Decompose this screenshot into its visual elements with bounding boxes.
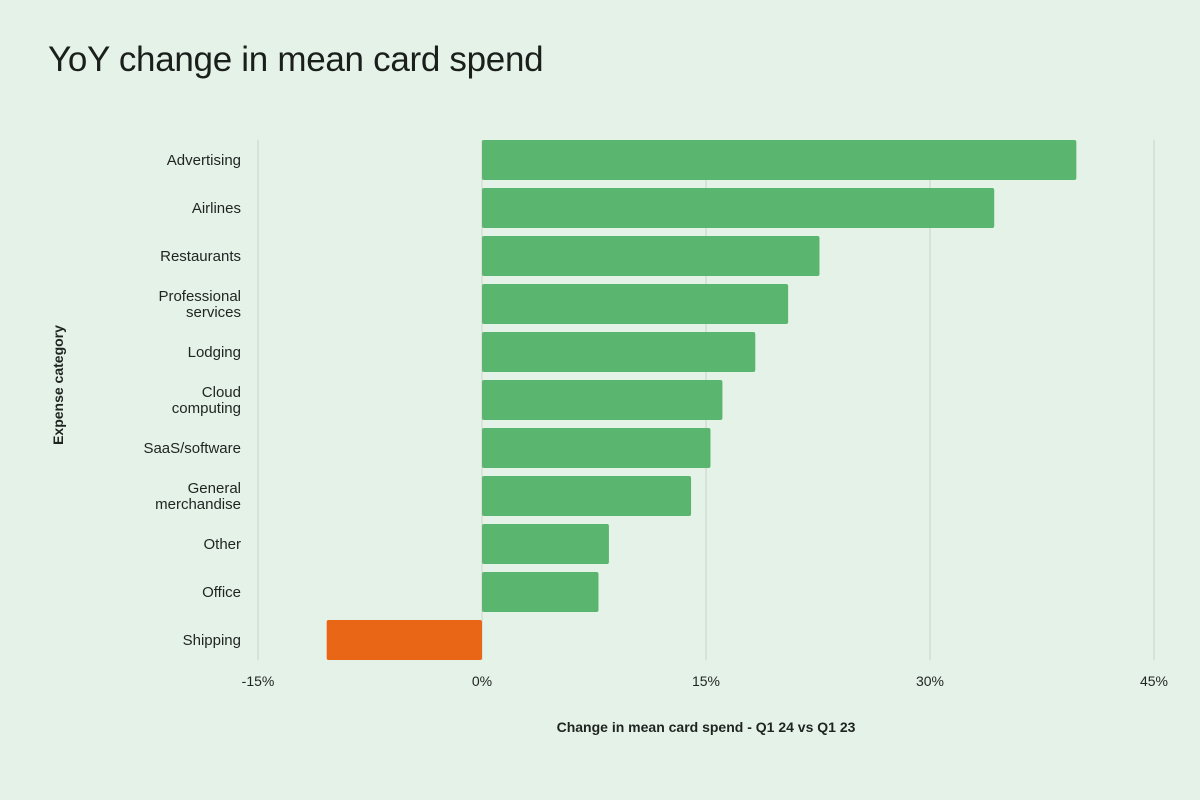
x-axis-title: Change in mean card spend - Q1 24 vs Q1 … xyxy=(557,719,856,735)
category-label: Shipping xyxy=(183,632,241,649)
category-label: SaaS/software xyxy=(143,440,241,457)
x-tick-labels: -15% 0% 15% 30% 45% xyxy=(242,673,1168,689)
category-label: Lodging xyxy=(188,344,241,361)
category-label: Restaurants xyxy=(160,248,241,265)
x-tick-label: 30% xyxy=(916,673,944,689)
category-label: General merchandise xyxy=(155,480,241,513)
category-label: Other xyxy=(203,536,241,553)
bar xyxy=(482,332,756,372)
bar xyxy=(482,284,789,324)
bar xyxy=(482,572,599,612)
category-label: Professional services xyxy=(158,288,241,321)
bar xyxy=(482,428,711,468)
category-labels: Advertising Airlines Restaurants Profession… xyxy=(143,152,241,649)
x-tick-label: 45% xyxy=(1140,673,1168,689)
chart-title: YoY change in mean card spend xyxy=(48,40,544,79)
bar xyxy=(482,236,820,276)
bar xyxy=(482,380,723,420)
bars xyxy=(326,140,1077,660)
x-tick-label: 0% xyxy=(472,673,492,689)
category-label: Airlines xyxy=(192,200,241,217)
bar xyxy=(482,476,692,516)
category-label: Advertising xyxy=(167,152,241,169)
category-label: Cloud computing xyxy=(172,384,241,417)
y-axis-title: Expense category xyxy=(50,325,66,445)
bar xyxy=(326,620,482,660)
bar xyxy=(482,524,609,564)
x-tick-label: 15% xyxy=(692,673,720,689)
bar xyxy=(482,188,995,228)
category-label: Office xyxy=(202,584,241,601)
x-tick-label: -15% xyxy=(242,673,275,689)
bar xyxy=(482,140,1077,180)
